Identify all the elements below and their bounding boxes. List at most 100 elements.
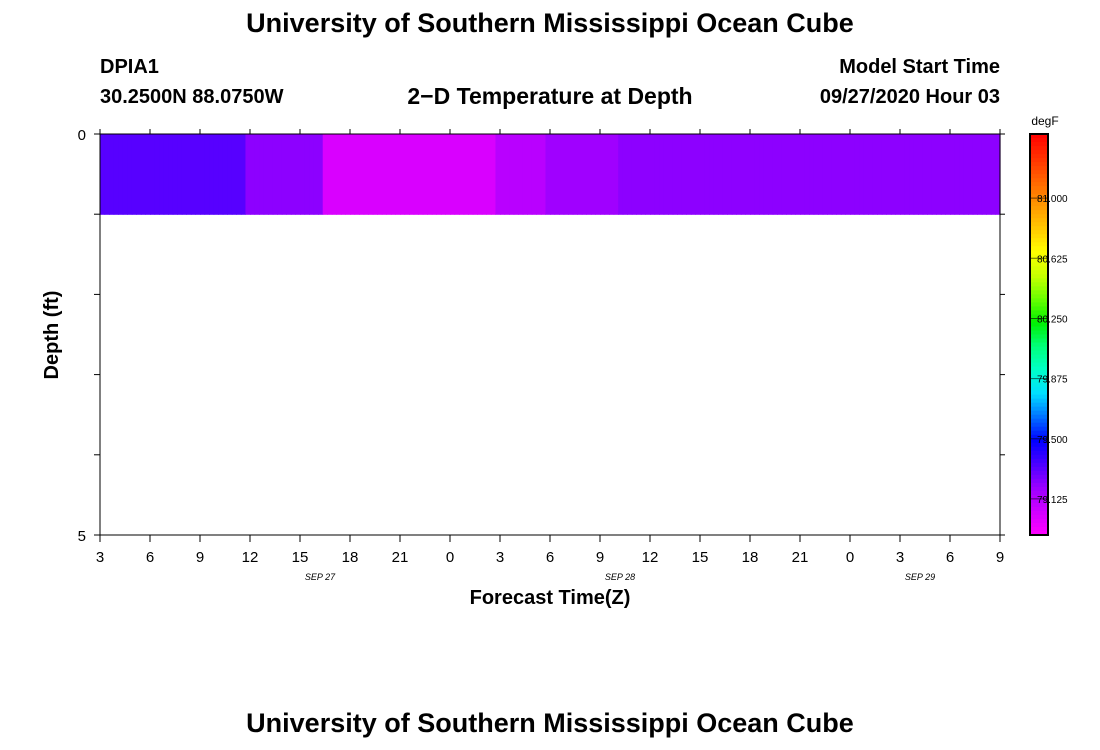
x-tick-label: 12 (242, 549, 259, 566)
heatmap-cell (931, 134, 937, 215)
heatmap-cell (313, 134, 319, 215)
heatmap-cell (672, 134, 678, 215)
heatmap-cell (800, 134, 806, 215)
colorbar-segment (1030, 530, 1048, 536)
colorbar-segment (1030, 162, 1048, 167)
heatmap-cell (354, 134, 360, 215)
colorbar-segment (1030, 470, 1048, 476)
heatmap-cell (877, 134, 883, 215)
colorbar-segment (1030, 318, 1048, 324)
colorbar-segment (1030, 278, 1048, 283)
y-tick-label: 5 (78, 528, 86, 545)
heatmap-cell (109, 134, 115, 215)
colorbar-segment (1030, 290, 1048, 295)
heatmap-cell (422, 134, 428, 215)
heatmap-cell (540, 134, 547, 215)
colorbar-segment (1030, 362, 1048, 368)
heatmap-cell (727, 134, 733, 215)
colorbar-segment (1030, 490, 1048, 496)
heatmap-cell (922, 134, 928, 215)
heatmap-cell (977, 134, 983, 215)
x-tick-label: 21 (792, 549, 809, 566)
heatmap-cell (359, 134, 365, 215)
heatmap-cell (822, 134, 828, 215)
heatmap-cell (372, 134, 378, 215)
heatmap-cell (300, 134, 306, 215)
heatmap-cell (522, 134, 528, 215)
heatmap-cell (759, 134, 765, 215)
colorbar-segment (1030, 274, 1048, 279)
colorbar-segment (1030, 382, 1048, 388)
colorbar-segment (1030, 458, 1048, 464)
heatmap-cell (886, 134, 892, 215)
heatmap-cell (131, 134, 137, 215)
colorbar-segment (1030, 258, 1048, 263)
colorbar-tick-label: 79.500 (1037, 435, 1068, 446)
heatmap-cell (100, 134, 106, 215)
heatmap-cell (563, 134, 569, 215)
x-tick-label: 3 (896, 549, 904, 566)
colorbar-segment (1030, 142, 1048, 147)
colorbar-segment (1030, 514, 1048, 520)
colorbar-segment (1030, 310, 1048, 316)
colorbar-segment (1030, 502, 1048, 508)
heatmap-cell (586, 134, 592, 215)
date-label: SEP 28 (605, 572, 635, 582)
heatmap-cell (581, 134, 587, 215)
heatmap-cell (245, 134, 251, 215)
heatmap-cell (509, 134, 515, 215)
axes: 3 6 9 12 15 18 21 0 3 6 9 12 15 18 21 0 3 6 9 SEP 27 SEP 28 S… (78, 127, 1005, 582)
heatmap-cell (518, 134, 524, 215)
x-tick-label: 6 (946, 549, 954, 566)
heatmap-cell (495, 134, 501, 215)
heatmap-cell (190, 134, 197, 215)
date-label: SEP 27 (305, 572, 336, 582)
colorbar-segment (1030, 242, 1048, 247)
x-tick-label: 15 (692, 549, 709, 566)
colorbar-segment (1030, 394, 1048, 400)
heatmap-cell (327, 134, 333, 215)
heatmap-cell (431, 134, 437, 215)
heatmap-cell (927, 134, 933, 215)
heatmap-cell (195, 134, 201, 215)
heatmap-cell (872, 134, 878, 215)
colorbar-segment (1030, 498, 1048, 504)
heatmap-cell (113, 134, 119, 215)
heatmap-cell (309, 134, 315, 215)
heatmap-cell (427, 134, 433, 215)
heatmap-cell (668, 134, 674, 215)
station-coordinates: 30.2500N 88.0750W (100, 86, 284, 108)
colorbar-segment (1030, 190, 1048, 195)
heatmap-cell (936, 134, 942, 215)
colorbar-segment (1030, 442, 1048, 448)
colorbar-segment (1030, 146, 1048, 151)
colorbar-segment (1030, 198, 1048, 203)
x-tick-label: 9 (996, 549, 1004, 566)
heatmap-cell (345, 134, 351, 215)
x-tick-label: 9 (196, 549, 204, 566)
heatmap-cell (695, 134, 701, 215)
heatmap-cell (440, 134, 447, 215)
heatmap-cell (186, 134, 192, 215)
colorbar-segment (1030, 334, 1048, 340)
heatmap-cell (263, 134, 269, 215)
colorbar-segment (1030, 486, 1048, 492)
heatmap-cell (254, 134, 260, 215)
heatmap-cell (904, 134, 910, 215)
heatmap-cell (845, 134, 851, 215)
colorbar-segment (1030, 166, 1048, 171)
heatmap-cell (340, 134, 347, 215)
colorbar-segment (1030, 246, 1048, 251)
heatmap-cell (913, 134, 919, 215)
colorbar-tick-label: 79.875 (1037, 375, 1068, 386)
colorbar-segment (1030, 450, 1048, 456)
heatmap-cell (554, 134, 560, 215)
heatmap-cell (377, 134, 383, 215)
colorbar-segment (1030, 434, 1048, 440)
heatmap-cell (336, 134, 342, 215)
colorbar-segment (1030, 286, 1048, 291)
colorbar-segment (1030, 270, 1048, 275)
y-axis-label: Depth (ft) (41, 291, 63, 380)
date-label: SEP 29 (905, 572, 935, 582)
colorbar-segment (1030, 410, 1048, 416)
